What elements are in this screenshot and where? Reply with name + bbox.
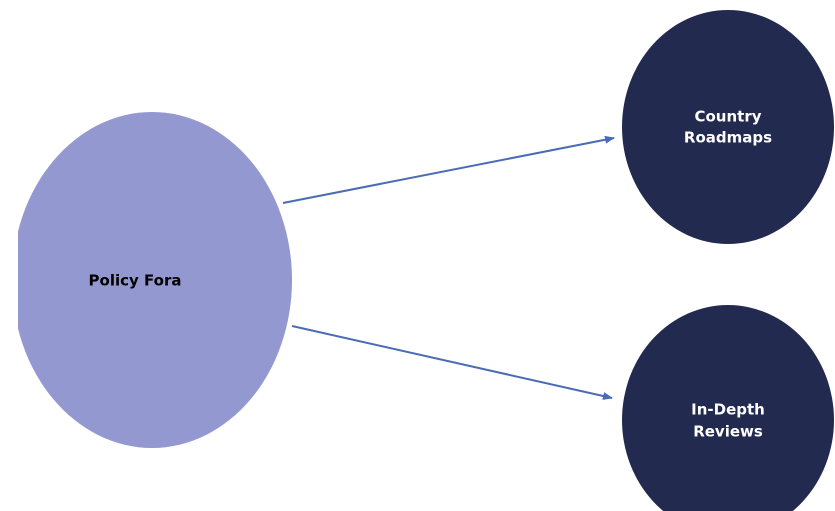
country-roadmaps-node [622, 10, 834, 244]
arrow [282, 135, 615, 204]
in-depth-reviews-node [622, 305, 834, 511]
arrow [291, 325, 613, 400]
node-label: In-Depth [691, 401, 765, 419]
policy-fora-node [18, 112, 292, 448]
node-label: Policy Fora [89, 272, 182, 290]
node-label: Roadmaps [684, 129, 772, 147]
node-label: Reviews [693, 423, 763, 441]
node-label: Country [694, 108, 761, 126]
